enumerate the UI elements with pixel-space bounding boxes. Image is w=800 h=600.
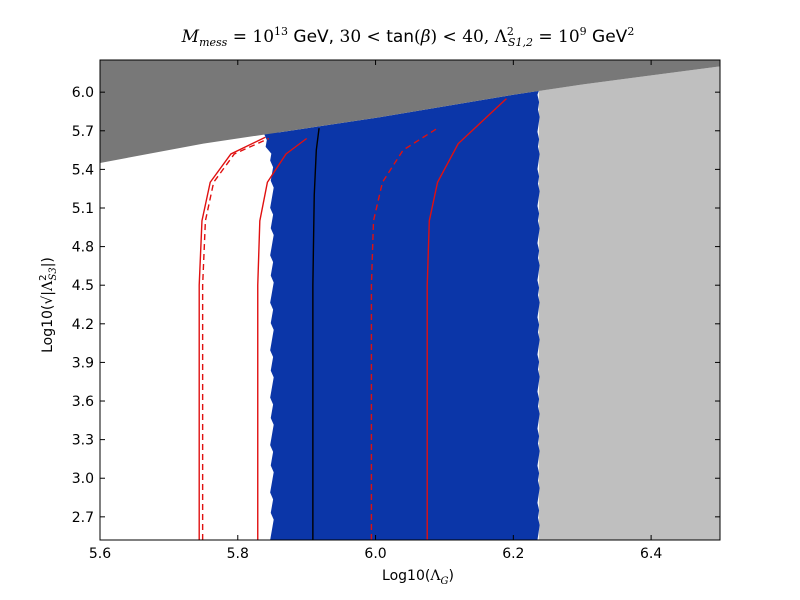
plot-area — [100, 60, 720, 540]
y-tick-label: 5.4 — [72, 162, 94, 178]
y-tick-label: 2.7 — [72, 510, 94, 526]
y-axis: 2.7 3.0 3.3 3.6 3.9 4.2 4.5 4.8 5.1 5.4 5.7 6.0 — [72, 85, 720, 526]
contour-line-2 — [198, 136, 266, 540]
excluded-region-light — [538, 66, 720, 540]
allowed-region-blue — [263, 90, 540, 540]
excluded-region-dark — [100, 60, 720, 163]
y-tick-label: 5.1 — [72, 201, 94, 217]
x-tick-label: 5.6 — [89, 546, 111, 562]
x-tick-label: 6.0 — [364, 546, 386, 562]
contour-line-4 — [257, 137, 308, 540]
y-tick-label: 5.7 — [72, 124, 94, 140]
y-tick-label: 4.5 — [72, 278, 94, 294]
region-layer — [100, 60, 720, 540]
chart-title: Mmess = 1013 GeV, 30 < tan(β) < 40, Λ2 S1… — [181, 25, 635, 49]
y-tick-label: 3.9 — [72, 355, 94, 371]
contour-line-1 — [312, 128, 320, 540]
x-axis-label: Log10(ΛG) — [382, 568, 454, 587]
plot-frame — [99, 59, 721, 541]
contour-line-5 — [370, 127, 438, 540]
x-axis: 5.6 5.8 6.0 6.2 6.4 — [89, 60, 662, 562]
svg-text:Log10(√|Λ2S3|): Log10(√|Λ2S3|) — [38, 257, 59, 353]
y-tick-label: 3.0 — [72, 471, 94, 487]
y-tick-label: 3.6 — [72, 394, 94, 410]
y-tick-label: 4.8 — [72, 240, 94, 256]
y-axis-label: Log10(√|Λ2S3|) — [38, 257, 59, 353]
x-tick-label: 6.2 — [502, 546, 524, 562]
y-tick-label: 3.3 — [72, 433, 94, 449]
x-tick-label: 5.8 — [227, 546, 249, 562]
y-tick-label: 4.2 — [72, 317, 94, 333]
contour-line-3 — [201, 137, 270, 540]
x-tick-label: 6.4 — [640, 546, 662, 562]
y-tick-label: 6.0 — [72, 85, 94, 101]
contour-layer — [198, 98, 507, 540]
contour-line-6 — [426, 98, 507, 540]
